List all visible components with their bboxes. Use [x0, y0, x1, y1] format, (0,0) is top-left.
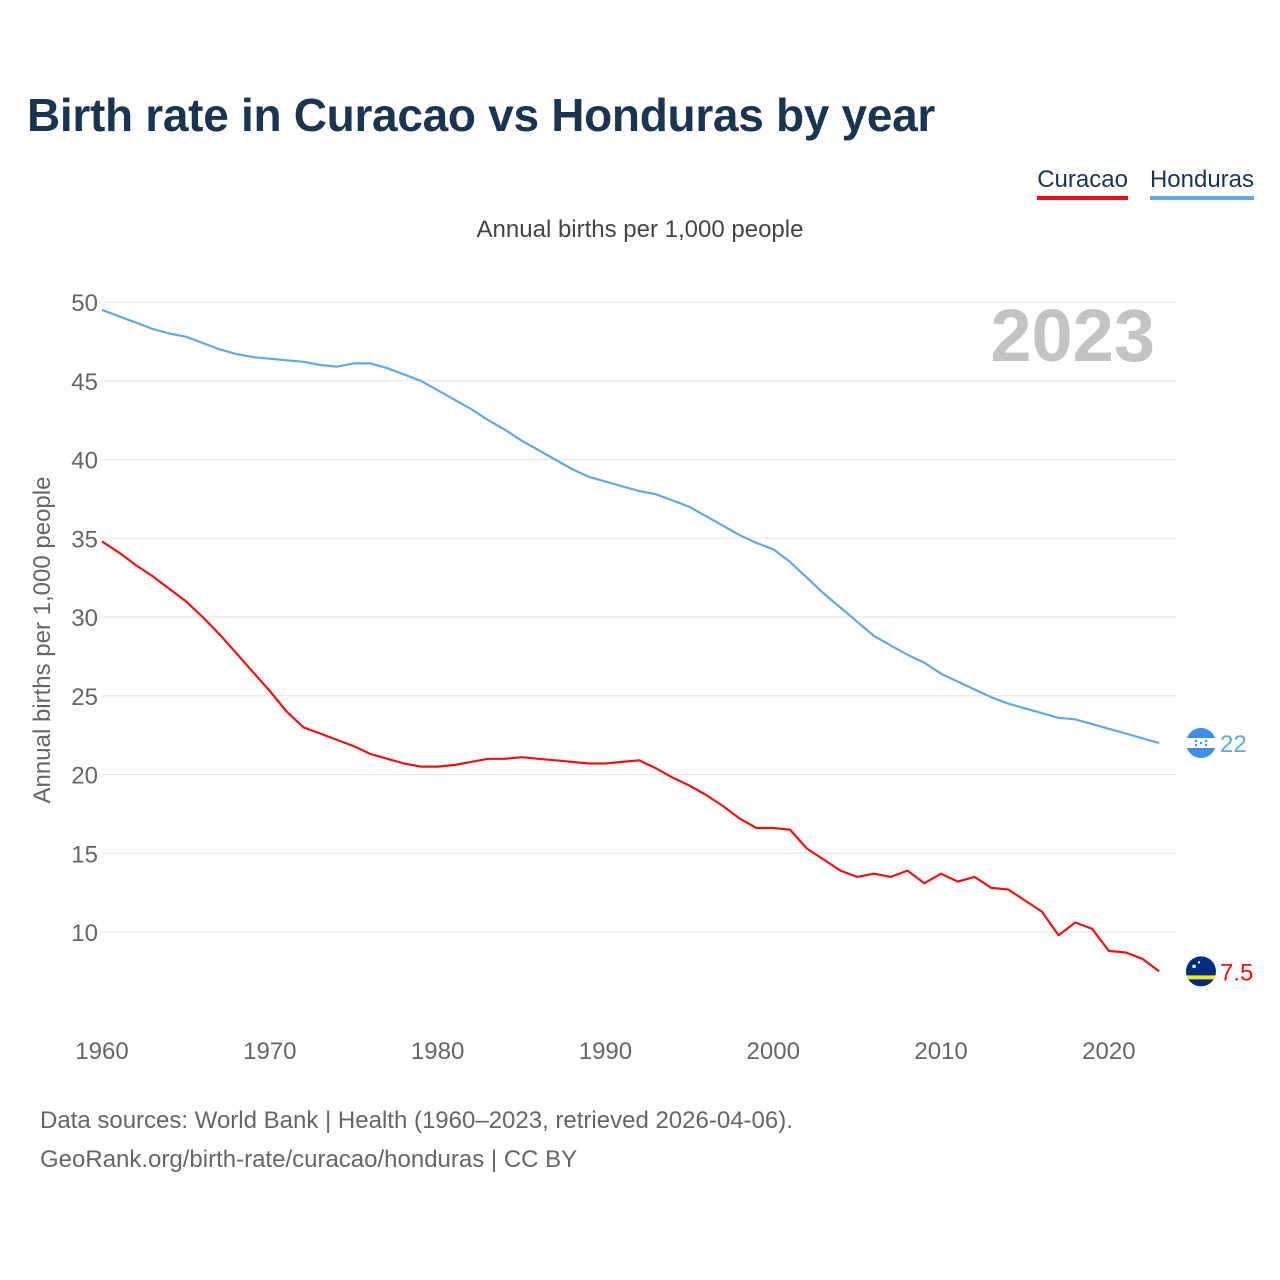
curacao-flag-icon [1186, 956, 1216, 987]
y-tick-label: 20 [71, 763, 98, 790]
x-tick-label: 1990 [579, 1038, 632, 1065]
legend: Curacao Honduras [1037, 166, 1254, 200]
x-tick-label: 2000 [747, 1038, 800, 1065]
chart-title: Birth rate in Curacao vs Honduras by yea… [27, 89, 935, 141]
y-tick-label: 45 [71, 369, 98, 396]
y-tick-label: 50 [71, 290, 98, 317]
legend-item-honduras[interactable]: Honduras [1149, 166, 1254, 200]
x-tick-label: 1970 [243, 1038, 296, 1065]
footer-source: Data sources: World Bank | Health (1960–… [40, 1107, 793, 1134]
legend-item-curacao[interactable]: Curacao [1037, 166, 1128, 200]
x-tick-label: 2020 [1082, 1038, 1135, 1065]
honduras-flag-icon [1186, 728, 1216, 758]
honduras-end-label: 22 [1220, 731, 1247, 758]
series-line-honduras[interactable] [101, 308, 1160, 745]
y-tick-label: 15 [71, 841, 98, 868]
curacao-end-label: 7.5 [1220, 959, 1253, 986]
series-line-curacao[interactable] [101, 540, 1160, 973]
year-watermark: 2023 [990, 294, 1155, 377]
y-tick-label: 25 [71, 684, 98, 711]
chart-subtitle: Annual births per 1,000 people [476, 216, 804, 243]
x-tick-label: 1960 [75, 1038, 128, 1065]
line-chart: 10 15 20 25 30 35 40 45 50 1960 1970 1980 1990 2000 20… [29, 290, 1253, 1065]
x-tick-label: 1980 [411, 1038, 464, 1065]
y-tick-label: 30 [71, 605, 98, 632]
y-tick-label: 40 [71, 448, 98, 475]
footer-link[interactable]: GeoRank.org/birth-rate/curacao/honduras … [40, 1146, 578, 1173]
y-tick-label: 35 [71, 526, 98, 553]
y-tick-label: 10 [71, 920, 98, 947]
x-tick-label: 2010 [914, 1038, 967, 1065]
y-axis-label: Annual births per 1,000 people [29, 477, 56, 804]
